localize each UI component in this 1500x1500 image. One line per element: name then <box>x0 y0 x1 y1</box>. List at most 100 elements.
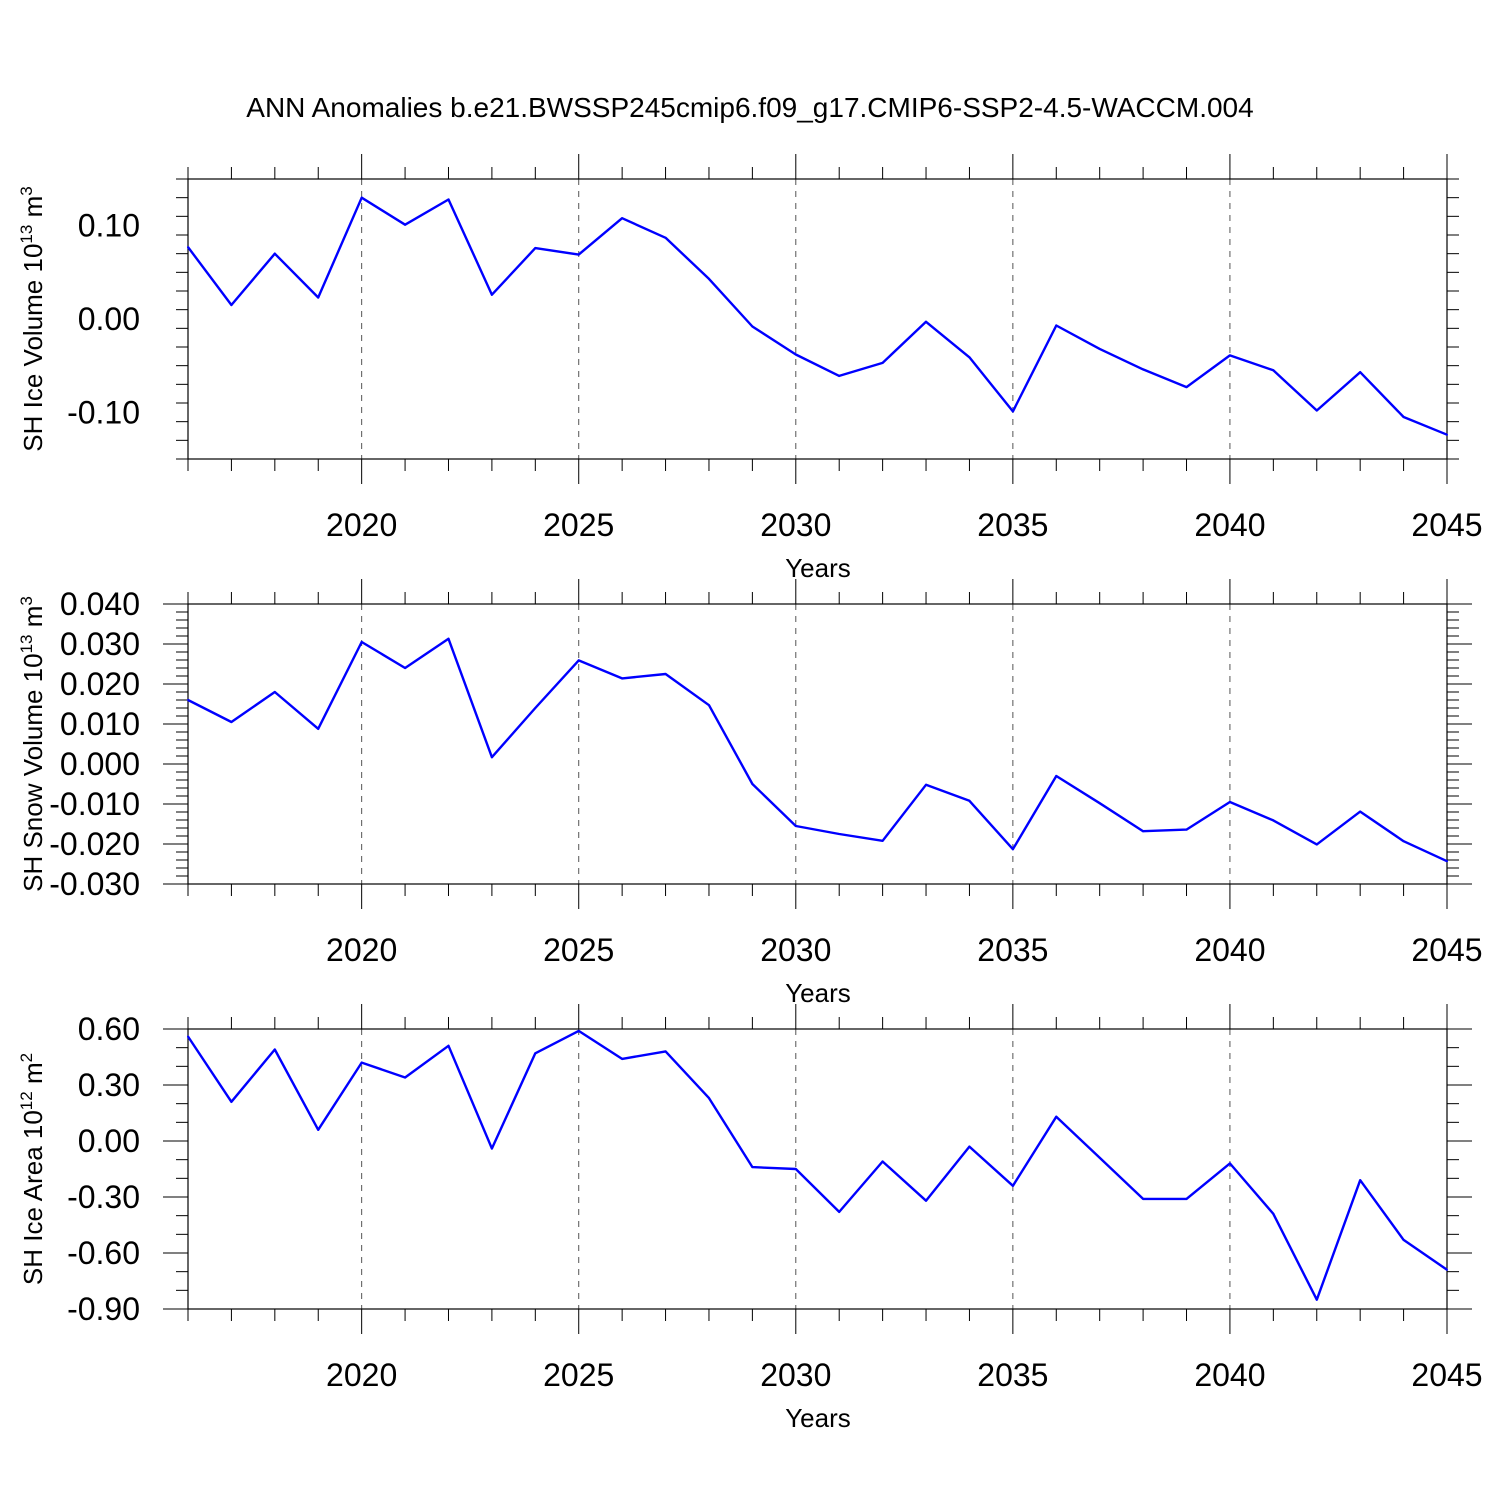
data-point <box>751 783 754 785</box>
data-point <box>490 293 493 296</box>
plot-frame <box>187 603 1448 885</box>
y-axis-title-unit: m <box>18 1062 48 1091</box>
y-axis-title-text: SH Ice Area 10 <box>18 1110 48 1285</box>
data-point <box>707 704 710 707</box>
data-point <box>534 707 537 709</box>
chart-title: ANN Anomalies b.e21.BWSSP245cmip6.f09_g1… <box>246 92 1253 123</box>
data-point <box>360 1061 363 1064</box>
panel-1: 0.10 0.00 -0.10 2020 2025 2030 2035 2040 2045 Yea… <box>17 154 1483 583</box>
x-tick-label: 2040 <box>1194 932 1265 968</box>
data-point <box>794 825 797 827</box>
x-tick-label: 2020 <box>326 1357 397 1393</box>
panel-2: 0.040 0.030 0.020 0.010 0.000 -0.010 -0.020 -0.… <box>17 579 1483 1008</box>
data-point <box>1142 1197 1145 1200</box>
x-axis-title: Years <box>785 553 851 583</box>
y-axis-title-exponent: 13 <box>17 225 36 244</box>
y-axis-title-unit-exponent: 3 <box>17 186 36 195</box>
x-axis-title: Years <box>785 978 851 1008</box>
data-point <box>404 1076 407 1079</box>
y-axis-title: SH Ice Volume 1013 m3 <box>17 186 48 451</box>
y-axis-title-unit-exponent: 2 <box>17 1053 36 1062</box>
panel-3: 0.60 0.30 0.00 -0.30 -0.60 -0.90 2020 2025 2030 2… <box>17 1004 1483 1433</box>
data-point <box>1359 810 1362 813</box>
y-tick-label: 0.010 <box>60 706 140 742</box>
x-tick-label: 2030 <box>760 1357 831 1393</box>
data-point <box>1359 371 1362 374</box>
data-point <box>490 1147 493 1150</box>
data-point <box>187 1035 189 1038</box>
data-point <box>1098 1156 1101 1159</box>
y-tick-label: 0.030 <box>60 626 140 662</box>
data-point <box>968 356 971 359</box>
data-point <box>1055 775 1058 777</box>
data-point <box>1272 369 1275 372</box>
y-tick-label: -0.010 <box>49 786 140 822</box>
x-tick-label: 2040 <box>1194 507 1265 543</box>
x-tick-label: 2025 <box>543 1357 614 1393</box>
series-line <box>187 637 1448 863</box>
data-point <box>577 1029 580 1032</box>
y-tick-label: -0.30 <box>67 1179 140 1215</box>
data-point <box>838 374 841 377</box>
plot-frame <box>187 178 1448 460</box>
data-point <box>317 1128 320 1131</box>
data-point <box>1142 830 1145 833</box>
series-line <box>187 196 1448 436</box>
data-point <box>187 699 189 701</box>
data-point <box>1228 1162 1231 1165</box>
y-axis-title-exponent: 13 <box>17 634 36 653</box>
data-point <box>1272 1212 1275 1215</box>
data-point <box>1098 347 1101 350</box>
data-point <box>1228 354 1231 357</box>
x-tick-label: 2045 <box>1411 507 1482 543</box>
x-tick-label: 2035 <box>977 507 1048 543</box>
data-point <box>360 196 363 199</box>
y-tick-label: 0.040 <box>60 586 140 622</box>
data-point <box>664 673 667 675</box>
data-point <box>1098 802 1101 805</box>
y-axis-title-unit: m <box>18 196 48 225</box>
data-point <box>968 799 971 802</box>
y-tick-label: 0.020 <box>60 666 140 702</box>
data-point <box>838 833 841 835</box>
data-point <box>1185 828 1188 831</box>
x-tick-label: 2020 <box>326 932 397 968</box>
data-point <box>404 667 407 669</box>
data-point <box>273 691 276 693</box>
data-point <box>490 756 493 759</box>
data-point <box>751 1166 754 1169</box>
data-point <box>925 320 928 323</box>
data-point <box>707 1097 710 1100</box>
data-point <box>1315 843 1318 846</box>
data-point <box>1359 1179 1362 1182</box>
data-point <box>1228 801 1231 803</box>
data-point <box>1011 848 1014 851</box>
data-point <box>1011 1184 1014 1187</box>
data-point <box>1402 416 1405 418</box>
data-point <box>187 246 189 249</box>
y-axis-title-exponent: 12 <box>17 1091 36 1110</box>
x-tick-label: 2025 <box>543 932 614 968</box>
y-tick-label: -0.020 <box>49 826 140 862</box>
data-point <box>881 1160 884 1163</box>
data-point <box>1185 1197 1188 1200</box>
data-point <box>751 325 754 328</box>
data-point <box>794 353 797 356</box>
data-point <box>360 641 363 643</box>
data-point <box>534 1052 537 1055</box>
data-point <box>664 236 667 239</box>
data-point <box>404 223 407 226</box>
series-line <box>187 1029 1448 1301</box>
data-point <box>1055 1115 1058 1118</box>
y-axis-title: SH Snow Volume 1013 m3 <box>17 596 48 892</box>
data-point <box>230 1100 233 1103</box>
data-point <box>621 1057 624 1060</box>
data-point <box>1446 433 1448 436</box>
data-point <box>1315 409 1318 412</box>
data-point <box>230 304 233 306</box>
data-point <box>621 217 624 220</box>
data-point <box>273 1048 276 1051</box>
y-tick-label: -0.90 <box>67 1291 140 1327</box>
x-tick-label: 2035 <box>977 1357 1048 1393</box>
